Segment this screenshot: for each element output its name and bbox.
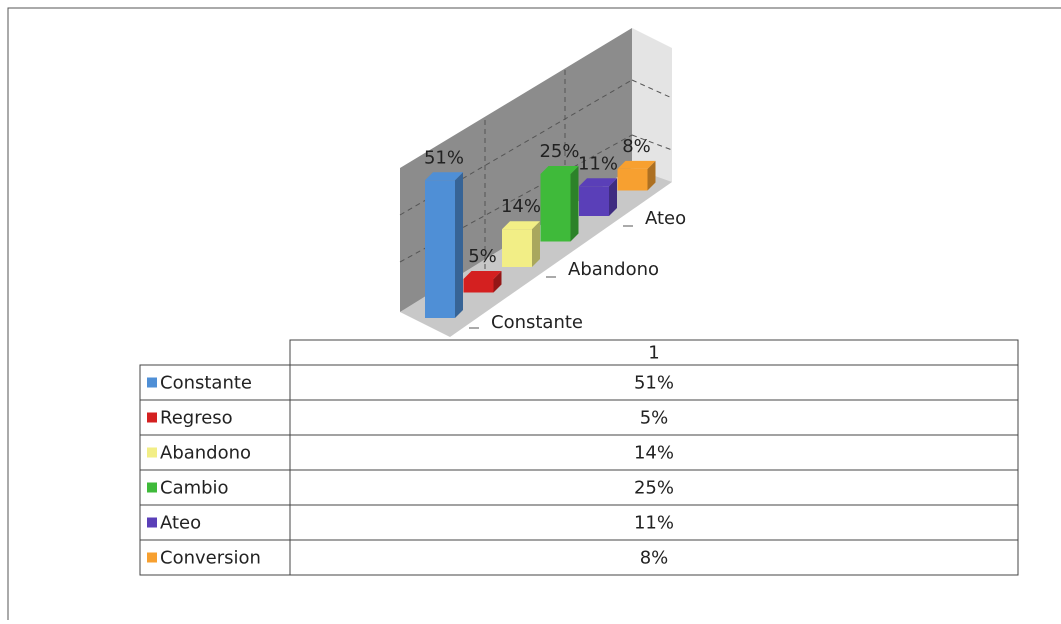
legend-label: Ateo <box>160 513 201 534</box>
table-cell <box>289 539 1019 576</box>
table-value: 14% <box>634 443 674 464</box>
depth-label: Ateo <box>645 208 686 229</box>
bar <box>463 279 494 293</box>
table-value: 5% <box>640 408 669 429</box>
table-header: 1 <box>648 343 659 364</box>
legend-label: Regreso <box>160 408 233 429</box>
bar <box>617 168 648 191</box>
bar-top <box>502 221 540 230</box>
bar <box>540 174 571 242</box>
legend-swatch <box>147 552 157 563</box>
table-value: 8% <box>640 548 669 569</box>
bar-side <box>532 221 540 267</box>
legend-label: Conversion <box>160 548 261 569</box>
bar-side <box>493 271 502 293</box>
depth-label: Constante <box>491 312 583 333</box>
legend-swatch <box>147 482 157 493</box>
legend-swatch <box>147 517 157 528</box>
bar-top <box>463 271 502 279</box>
data-label: 8% <box>622 136 651 157</box>
table-value: 25% <box>634 478 674 499</box>
legend-swatch <box>147 447 157 458</box>
bar <box>579 186 609 216</box>
table-value: 11% <box>634 513 674 534</box>
bar-top <box>617 160 656 169</box>
legend-swatch <box>147 377 157 388</box>
frame <box>7 7 1061 624</box>
table-value: 51% <box>634 373 674 394</box>
data-label: 11% <box>578 153 618 174</box>
legend-swatch <box>147 412 157 423</box>
bar <box>425 180 455 318</box>
legend-label: Abandono <box>160 443 251 464</box>
bar-top <box>425 172 463 181</box>
bar-top <box>540 166 579 174</box>
bar <box>502 229 532 267</box>
data-label: 14% <box>501 196 541 217</box>
depth-label: Abandono <box>568 259 659 280</box>
bar-side <box>647 160 656 191</box>
bar-top <box>579 178 617 187</box>
bar-side <box>609 178 617 216</box>
data-label: 25% <box>539 141 579 162</box>
data-label: 5% <box>468 246 497 267</box>
legend-label: Constante <box>160 373 252 394</box>
bar-side <box>455 172 463 318</box>
legend-label: Cambio <box>160 478 229 499</box>
data-label: 51% <box>424 147 464 168</box>
bar-side <box>570 166 579 242</box>
